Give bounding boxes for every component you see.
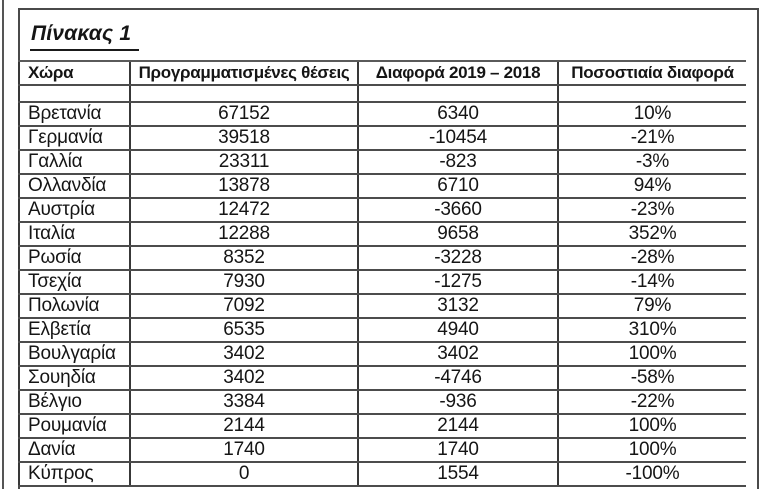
value-cell: -823 (357, 150, 558, 175)
column-header-scheduled-seats: Προγραμματισμένες θέσεις (129, 60, 358, 86)
value-cell: 23311 (129, 150, 358, 175)
column-header-percentage-difference: Ποσοστιαία διαφορά (557, 60, 746, 86)
table-title: Πίνακας 1 (30, 22, 140, 51)
value-cell: -100% (557, 462, 746, 487)
country-cell: Ρουμανία (18, 414, 130, 439)
value-cell: 8352 (129, 246, 358, 271)
value-cell: -3660 (357, 198, 558, 223)
value-cell: 1740 (129, 438, 358, 463)
value-cell: -22% (557, 390, 746, 415)
table-row: Δανία 1740 1740 100% (18, 438, 746, 463)
table-row: Τσεχία 7930 -1275 -14% (18, 270, 746, 295)
data-table: Χώρα Προγραμματισμένες θέσεις Διαφορά 20… (18, 60, 746, 487)
value-cell: 310% (557, 318, 746, 343)
spacer-cell (557, 85, 746, 103)
country-cell: Γερμανία (18, 126, 130, 151)
value-cell: -14% (557, 270, 746, 295)
spacer-cell (357, 85, 558, 103)
value-cell: 2144 (129, 414, 358, 439)
value-cell: 7092 (129, 294, 358, 319)
spacer-row (18, 85, 746, 103)
value-cell: 352% (557, 222, 746, 247)
table-row: Βουλγαρία 3402 3402 100% (18, 342, 746, 367)
value-cell: -21% (557, 126, 746, 151)
table-row: Ιταλία 12288 9658 352% (18, 222, 746, 247)
country-cell: Δανία (18, 438, 130, 463)
value-cell: 3402 (129, 342, 358, 367)
value-cell: 2144 (357, 414, 558, 439)
value-cell: 39518 (129, 126, 358, 151)
table-row: Ρωσία 8352 -3228 -28% (18, 246, 746, 271)
country-cell: Ιταλία (18, 222, 130, 247)
table-row: Πολωνία 7092 3132 79% (18, 294, 746, 319)
country-cell: Γαλλία (18, 150, 130, 175)
value-cell: -58% (557, 366, 746, 391)
table-row: Γερμανία 39518 -10454 -21% (18, 126, 746, 151)
table-row: Ολλανδία 13878 6710 94% (18, 174, 746, 199)
country-cell: Αυστρία (18, 198, 130, 223)
value-cell: 13878 (129, 174, 358, 199)
value-cell: 6710 (357, 174, 558, 199)
value-cell: 12288 (129, 222, 358, 247)
value-cell: 4940 (357, 318, 558, 343)
table-row: Αυστρία 12472 -3660 -23% (18, 198, 746, 223)
value-cell: 3402 (129, 366, 358, 391)
column-header-difference-2019-2018: Διαφορά 2019 – 2018 (357, 60, 558, 86)
country-cell: Ολλανδία (18, 174, 130, 199)
value-cell: 3402 (357, 342, 558, 367)
table-body: Βρετανία 67152 6340 10% Γερμανία 39518 -10454-… (18, 102, 746, 487)
value-cell: 6535 (129, 318, 358, 343)
country-cell: Τσεχία (18, 270, 130, 295)
value-cell: 7930 (129, 270, 358, 295)
table-frame-box: Πίνακας 1 Χώρα Προγραμματισμένες θέσεις … (18, 8, 759, 489)
value-cell: -28% (557, 246, 746, 271)
value-cell: -3228 (357, 246, 558, 271)
value-cell: 3384 (129, 390, 358, 415)
table-title-area: Πίνακας 1 (30, 22, 140, 51)
value-cell: 9658 (357, 222, 558, 247)
value-cell: 79% (557, 294, 746, 319)
country-cell: Κύπρος (18, 462, 130, 487)
value-cell: 12472 (129, 198, 358, 223)
country-cell: Βέλγιο (18, 390, 130, 415)
country-cell: Σουηδία (18, 366, 130, 391)
value-cell: -4746 (357, 366, 558, 391)
value-cell: -3% (557, 150, 746, 175)
column-header-country: Χώρα (18, 60, 130, 86)
value-cell: -23% (557, 198, 746, 223)
value-cell: 1740 (357, 438, 558, 463)
country-cell: Ελβετία (18, 318, 130, 343)
value-cell: 67152 (129, 102, 358, 127)
value-cell: -936 (357, 390, 558, 415)
country-cell: Βρετανία (18, 102, 130, 127)
value-cell: 3132 (357, 294, 558, 319)
value-cell: 6340 (357, 102, 558, 127)
country-cell: Πολωνία (18, 294, 130, 319)
value-cell: 94% (557, 174, 746, 199)
table-row: Βρετανία 67152 6340 10% (18, 102, 746, 127)
value-cell: -1275 (357, 270, 558, 295)
header-row: Χώρα Προγραμματισμένες θέσεις Διαφορά 20… (18, 60, 746, 86)
table-row: Βέλγιο 3384 -936 -22% (18, 390, 746, 415)
value-cell: -10454 (357, 126, 558, 151)
country-cell: Βουλγαρία (18, 342, 130, 367)
country-cell: Ρωσία (18, 246, 130, 271)
value-cell: 100% (557, 438, 746, 463)
spacer-cell (129, 85, 358, 103)
value-cell: 0 (129, 462, 358, 487)
value-cell: 100% (557, 342, 746, 367)
value-cell: 10% (557, 102, 746, 127)
table-row: Ρουμανία 2144 2144 100% (18, 414, 746, 439)
value-cell: 100% (557, 414, 746, 439)
table-row: Ελβετία 6535 4940 310% (18, 318, 746, 343)
spacer-cell (18, 85, 130, 103)
page-left-border-line (2, 0, 4, 489)
value-cell: 1554 (357, 462, 558, 487)
table-row: Κύπρος 0 1554 -100% (18, 462, 746, 487)
table-row: Σουηδία 3402 -4746 -58% (18, 366, 746, 391)
table-row: Γαλλία 23311 -823 -3% (18, 150, 746, 175)
